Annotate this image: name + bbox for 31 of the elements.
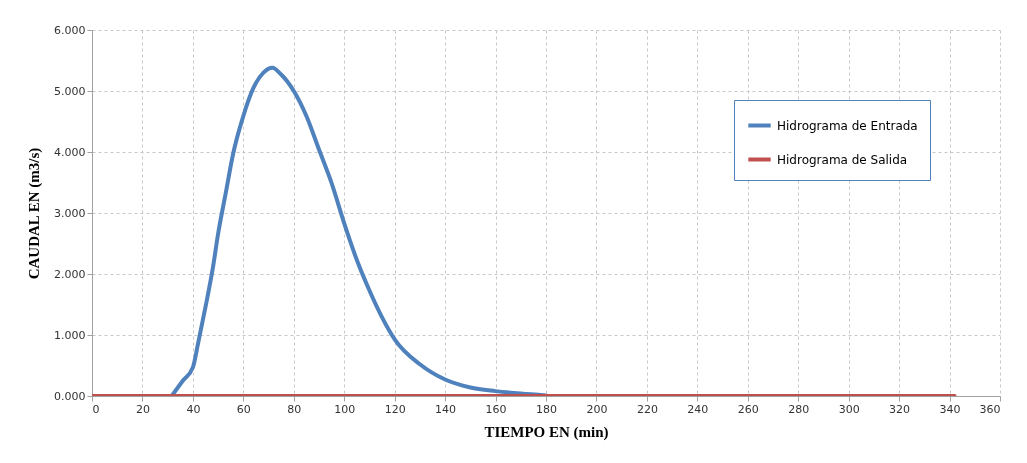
- y-tick-label: 1.000: [54, 328, 86, 342]
- x-tick-label: 160: [485, 402, 507, 416]
- x-tick-label: 120: [384, 402, 406, 416]
- x-tick-label: 60: [236, 402, 251, 416]
- x-tick-label: 20: [135, 402, 150, 416]
- y-tick-label: 2.000: [54, 267, 86, 281]
- line-series: [169, 65, 548, 396]
- x-tick-label: 200: [586, 402, 608, 416]
- y-tick-label: 6.000: [54, 23, 86, 37]
- y-tick-label: 3.000: [54, 206, 86, 220]
- x-tick-label: 340: [939, 402, 961, 416]
- x-tick-label: 80: [287, 402, 302, 416]
- x-tick-label: 300: [838, 402, 860, 416]
- x-tick-label: 40: [186, 402, 201, 416]
- y-axis-title: CAUDAL EN (m3/s): [26, 147, 44, 280]
- x-tick-label: 100: [334, 402, 356, 416]
- y-tick-label: 5.000: [54, 84, 86, 98]
- x-tick-label: 280: [788, 402, 810, 416]
- x-tick-label: 240: [687, 402, 709, 416]
- x-tick-label: 180: [536, 402, 557, 416]
- legend-label: Hidrograma de Salida: [777, 152, 908, 167]
- x-tick-label: 320: [889, 402, 911, 416]
- y-tick-label: 0.000: [54, 389, 86, 403]
- y-tick-label: 4.000: [54, 145, 86, 159]
- x-tick-label: 140: [435, 402, 457, 416]
- x-tick-label: 360: [979, 402, 1001, 416]
- x-tick-label: 220: [636, 402, 658, 416]
- x-axis-title: TIEMPO EN (min): [484, 423, 609, 441]
- x-tick-label: 260: [737, 402, 759, 416]
- legend-label: Hidrograma de Entrada: [777, 118, 918, 133]
- x-tick-label: 0: [92, 402, 100, 416]
